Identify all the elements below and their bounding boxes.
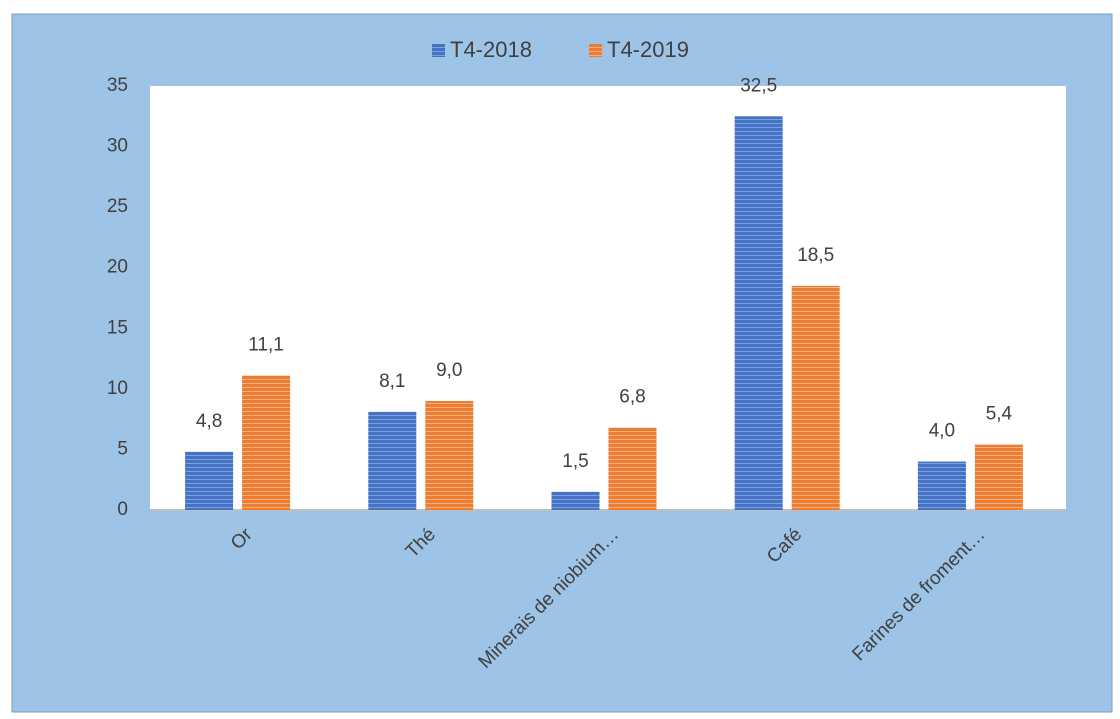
- y-tick-label: 20: [107, 257, 128, 278]
- y-tick-label: 30: [107, 136, 128, 157]
- value-label: 9,0: [436, 360, 462, 381]
- bar: [242, 375, 291, 510]
- y-tick-label: 0: [117, 499, 128, 520]
- bar: [791, 285, 840, 510]
- y-tick-label: 25: [107, 196, 128, 217]
- value-label: 4,0: [929, 421, 955, 442]
- value-label: 4,8: [196, 411, 222, 432]
- value-label: 18,5: [797, 245, 834, 266]
- legend-swatch: [432, 44, 445, 57]
- value-label: 32,5: [740, 75, 777, 96]
- plot-area: [150, 86, 1066, 510]
- y-tick-label: 5: [117, 438, 128, 459]
- y-tick-label: 10: [107, 378, 128, 399]
- bar: [734, 116, 783, 511]
- legend-label: T4-2019: [607, 37, 689, 62]
- bar: [917, 461, 966, 510]
- bar: [608, 427, 657, 510]
- value-label: 5,4: [986, 404, 1013, 425]
- bar: [368, 411, 417, 510]
- value-label: 6,8: [619, 387, 645, 408]
- bar: [974, 444, 1023, 510]
- legend-label: T4-2018: [450, 37, 532, 62]
- value-label: 1,5: [562, 451, 588, 472]
- value-label: 11,1: [248, 335, 284, 356]
- legend-swatch: [589, 44, 602, 57]
- value-label: 8,1: [379, 371, 405, 392]
- y-tick-label: 15: [107, 317, 128, 338]
- bar: [551, 491, 600, 510]
- bar: [185, 451, 234, 510]
- bar: [425, 400, 474, 510]
- y-tick-label: 35: [107, 75, 128, 96]
